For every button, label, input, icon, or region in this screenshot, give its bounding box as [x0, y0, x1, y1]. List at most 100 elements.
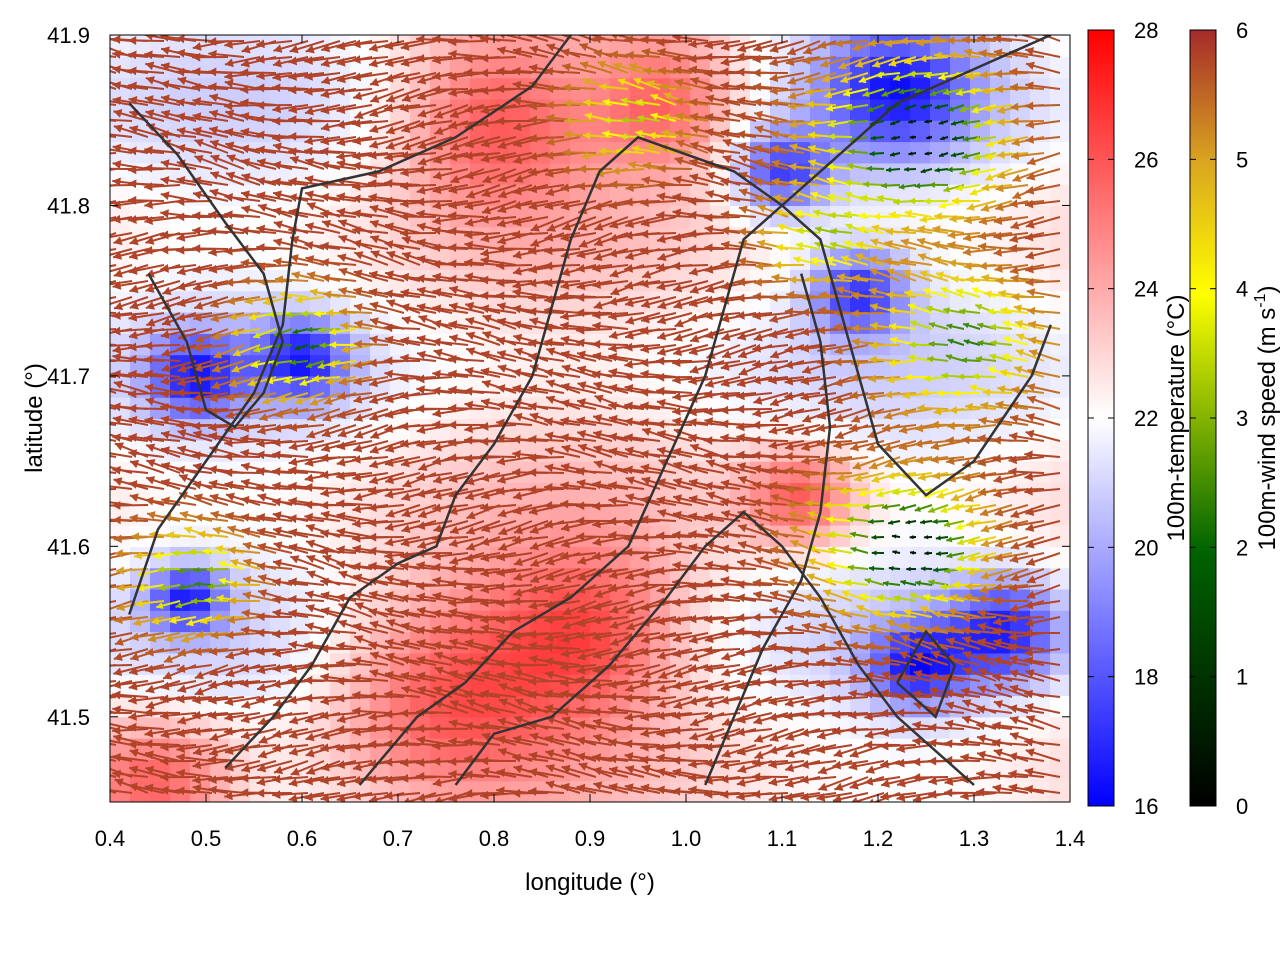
field-cell: [890, 354, 911, 377]
field-cell: [850, 333, 871, 356]
field-cell: [790, 674, 811, 697]
wind-arrow-shaft: [110, 280, 133, 286]
field-cell: [410, 375, 431, 398]
field-cell: [130, 56, 151, 79]
field-cell: [1050, 716, 1070, 739]
wind-arrow-head: [97, 683, 106, 692]
wind-arrow-head: [97, 616, 105, 625]
field-cell: [330, 397, 351, 420]
field-cell: [970, 311, 991, 334]
field-cell: [1050, 631, 1070, 654]
wind-arrow-shaft: [110, 722, 133, 730]
wind-arrow-head: [112, 65, 121, 74]
field-cell: [230, 184, 251, 207]
field-cell: [810, 311, 831, 334]
wind-arrow-head: [112, 81, 121, 90]
field-cell: [910, 546, 931, 569]
wind-arrow-head: [96, 200, 105, 209]
field-cell: [950, 290, 971, 313]
field-cell: [650, 546, 671, 569]
field-cell: [170, 77, 191, 100]
wind-arrow-head: [80, 664, 89, 673]
field-cell: [910, 716, 931, 739]
field-cell: [950, 503, 971, 526]
field-cell: [230, 120, 251, 143]
field-cell: [1050, 503, 1070, 526]
field-cell: [610, 546, 631, 569]
field-cell: [1030, 546, 1051, 569]
wind-arrow-head: [99, 573, 108, 581]
wind-arrow-head: [113, 109, 123, 118]
wind-arrow-shaft: [110, 536, 133, 539]
field-cell: [930, 525, 951, 547]
wind-arrow-head: [80, 339, 88, 348]
field-cell: [410, 98, 431, 121]
field-cell: [210, 375, 231, 398]
field-cell: [670, 738, 691, 760]
wind-arrow-shaft: [110, 296, 133, 305]
field-cell: [910, 162, 931, 185]
field-cell: [1050, 120, 1070, 143]
field-cell: [850, 418, 871, 441]
wind-arrow-head: [81, 448, 90, 457]
field-cell: [110, 588, 131, 611]
field-cell: [910, 759, 931, 782]
wind-arrow-head: [97, 96, 106, 105]
field-cell: [910, 248, 931, 270]
field-cell: [450, 248, 471, 270]
field-cell: [790, 738, 811, 760]
wind-arrow-head: [97, 533, 105, 542]
field-cell: [410, 120, 431, 143]
wind-arrow-head: [112, 415, 122, 424]
wind-arrow-head: [96, 708, 104, 717]
field-cell: [1050, 248, 1070, 270]
wind-arrow-head: [98, 77, 107, 85]
field-cell: [990, 780, 1011, 802]
field-cell: [810, 759, 831, 782]
field-cell: [770, 503, 791, 526]
field-cell: [850, 311, 871, 334]
field-cell: [410, 35, 431, 57]
field-cell: [810, 77, 831, 100]
field-cell: [830, 482, 851, 505]
field-cell: [550, 546, 571, 569]
wind-arrow-head: [96, 356, 104, 365]
wind-arrow-head: [96, 481, 105, 490]
field-cell: [870, 567, 891, 590]
field-cell: [530, 652, 551, 675]
field-cell: [910, 567, 931, 590]
wind-arrow-head: [98, 763, 107, 771]
field-cell: [570, 162, 591, 185]
wind-arrow-shaft: [110, 100, 133, 106]
field-cell: [890, 546, 911, 569]
wind-arrow-head: [112, 200, 122, 210]
wind-arrow-head: [80, 327, 88, 336]
field-cell: [1050, 525, 1070, 547]
field-cell: [230, 418, 251, 441]
wind-arrow-head: [96, 34, 104, 43]
wind-arrow-head: [96, 129, 105, 138]
field-cell: [370, 525, 391, 547]
field-cell: [170, 248, 191, 270]
field-cell: [990, 141, 1011, 164]
field-cell: [170, 141, 191, 164]
field-cell: [1050, 588, 1070, 611]
wind-arrow-head: [112, 35, 121, 44]
wind-arrow-head: [97, 718, 106, 727]
wind-arrow-head: [96, 342, 104, 351]
wind-arrow-head: [97, 429, 106, 437]
field-cell: [610, 162, 631, 185]
wind-arrow-head: [80, 680, 89, 689]
field-cell: [890, 269, 911, 292]
wind-arrow-head: [80, 185, 89, 194]
wind-arrow-head: [96, 417, 105, 426]
field-cell: [1050, 226, 1070, 249]
field-cell: [110, 461, 131, 484]
wind-arrow-head: [112, 160, 122, 169]
field-cell: [950, 375, 971, 398]
field-cell: [830, 695, 851, 718]
wind-arrow-head: [82, 780, 91, 788]
wind-arrow-shaft: [110, 600, 133, 610]
field-cell: [1050, 461, 1070, 484]
